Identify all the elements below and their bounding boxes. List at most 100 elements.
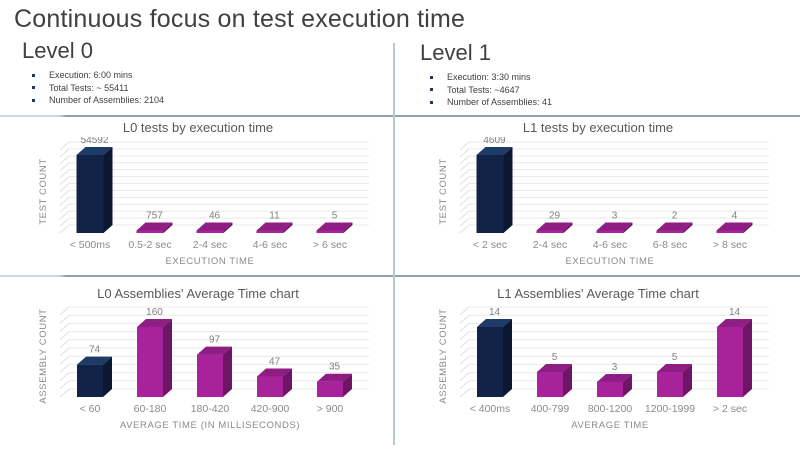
sidewall-gridline [459,169,470,179]
bar-value-label: 74 [89,345,101,356]
slide-title: Continuous focus on test execution time [14,5,466,33]
category-label: > 6 sec [313,239,347,251]
bar-side-face [223,222,233,233]
bar-front-face [137,327,163,397]
bullet-icon [430,100,433,104]
y-axis-label: ASSEMBLY COUNT [438,308,449,403]
bar-top-face [197,346,232,355]
sidewall-gridline [59,331,70,340]
category-label: > 900 [317,403,344,415]
bar-front-face [136,230,164,233]
sidewall-gridline [59,323,70,332]
bar-front-face [317,381,343,397]
bar-front-face [316,230,344,233]
sidewall-gridline [459,196,470,206]
bar-front-face [476,155,504,233]
bar-value-label: 3 [612,211,618,222]
chart-title: L0 Assemblies' Average Time chart [97,286,299,301]
sidewall-gridline [459,155,470,165]
bullet-item: Execution: 3:30 mins [430,71,552,84]
category-label: 400-799 [531,403,570,415]
sidewall-gridline [59,210,70,220]
level-1-section: Level 1 Execution: 3:30 mins Total Tests… [420,40,552,109]
bar-front-face [257,376,283,397]
sidewall-gridline [459,331,470,340]
bullet-item: Total Tests: ~4647 [430,84,552,97]
sidewall-gridline [59,388,70,398]
category-label: 4-6 sec [593,239,627,251]
category-label: < 2 sec [473,239,507,251]
category-label: < 60 [80,403,101,415]
bar-value-label: 160 [146,307,163,318]
bar-value-label: 2 [672,211,678,222]
vertical-divider [393,43,395,445]
bar-side-face [283,368,292,397]
category-label: 6-8 sec [653,239,687,251]
sidewall-gridline [459,388,470,398]
category-label: 1200-1999 [645,403,695,415]
x-axis-label: AVERAGE TIME [571,420,649,431]
bar-top-face [137,319,172,327]
sidewall-gridline [459,364,470,373]
sidewall-gridline [59,176,70,185]
bar-top-face [316,222,353,231]
bullet-icon [32,86,35,90]
bar-side-face [503,147,513,233]
category-label: > 2 sec [713,403,747,415]
bar-front-face [656,230,684,233]
sidewall-gridline [59,339,70,349]
bullet-icon [32,98,35,102]
bullet-icon [430,88,433,92]
sidewall-gridline [459,355,470,365]
bar-front-face [596,230,624,233]
bar-side-face [563,364,572,397]
bar-top-face [657,364,692,372]
category-label: 180-420 [191,403,230,415]
bullet-text: Number of Assemblies: 2104 [49,95,165,105]
bar-top-face [477,319,512,327]
bar-value-label: 35 [329,362,341,373]
bar-top-face [256,222,293,231]
bullet-text: Execution: 3:30 mins [447,72,531,82]
bar-top-face [77,356,112,365]
level-0-bullets: Execution: 6:00 mins Total Tests: ~ 5541… [22,69,164,107]
chart-title: L1 Assemblies' Average Time chart [497,286,699,301]
sidewall-gridline [59,355,70,365]
bar-top-face [596,222,633,231]
bar-front-face [537,372,563,397]
bar-side-face [683,364,692,397]
sidewall-gridline [59,372,70,381]
sidewall-gridline [459,190,470,199]
sidewall-gridline [59,364,70,373]
sidewall-gridline [459,314,470,324]
bar-side-face [623,222,633,233]
bar-top-face [257,368,292,377]
bar-value-label: 757 [146,211,163,222]
bullet-item: Execution: 6:00 mins [32,69,164,82]
bar-side-face [343,373,352,397]
bar-side-face [563,222,573,233]
bar-top-face [716,222,753,231]
y-axis-label: TEST COUNT [38,158,49,225]
horizontal-divider-top [0,115,800,117]
sidewall-gridline [59,169,70,179]
bar-top-face [196,222,233,231]
bar-top-face [476,147,513,155]
sidewall-gridline [459,162,470,172]
bullet-text: Execution: 6:00 mins [49,70,133,80]
sidewall-gridline [59,190,70,199]
sidewall-gridline [459,210,470,220]
sidewall-gridline [59,155,70,165]
bar-value-label: 54592 [81,137,109,146]
bar-value-label: 97 [209,335,221,346]
sidewall-gridline [59,162,70,172]
bar-value-label: 47 [269,356,281,367]
sidewall-gridline [459,148,470,158]
sidewall-gridline [59,314,70,324]
bar-value-label: 46 [209,211,221,222]
category-label: < 400ms [470,403,511,415]
category-label: 60-180 [134,403,167,415]
l0-tests-by-execution-time-chart: 54592 < 500ms 757 0.5-2 sec 46 2-4 sec 11 4-6 s… [38,137,369,267]
category-label: < 500ms [70,239,111,251]
